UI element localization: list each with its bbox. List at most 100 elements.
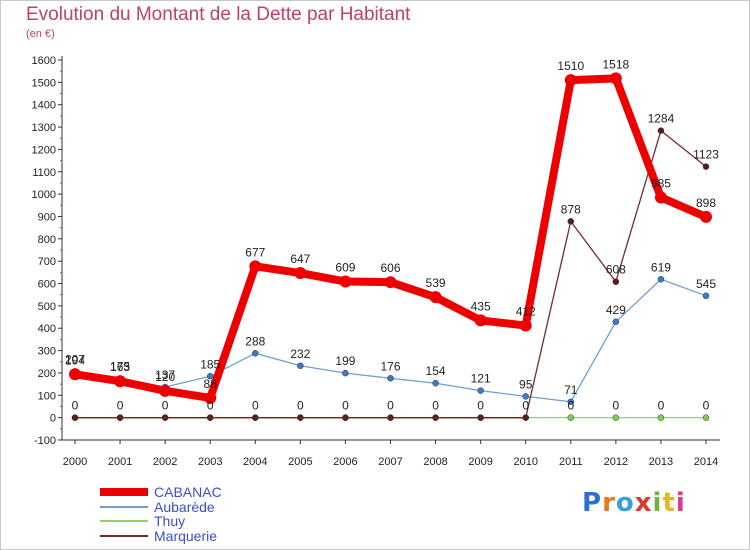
point-aubarede <box>612 318 620 326</box>
data-label-marquerie: 0 <box>162 399 169 413</box>
data-label-thuy: 0 <box>613 399 620 413</box>
point-cabanac <box>384 276 397 289</box>
data-label-cabanac: 1510 <box>557 59 584 73</box>
y-tick-label: 300 <box>38 346 56 358</box>
legend-item-thuy: Thuy <box>100 514 222 529</box>
y-tick-label: 1600 <box>32 55 56 67</box>
data-label-cabanac: 194 <box>65 353 85 367</box>
x-tick-label: 2004 <box>243 456 267 468</box>
legend-swatch-marquerie <box>100 534 148 537</box>
data-label-aubarede: 288 <box>245 334 265 348</box>
data-label-marquerie: 0 <box>387 399 394 413</box>
point-aubarede <box>342 369 349 377</box>
data-label-cabanac: 539 <box>426 276 446 290</box>
chart-unit: (en €) <box>26 28 55 40</box>
logo-letter: x <box>634 488 653 518</box>
point-marquerie <box>567 218 575 225</box>
y-tick-label: 1500 <box>32 77 56 89</box>
point-aubarede <box>522 393 529 400</box>
point-aubarede <box>432 379 439 387</box>
point-thuy <box>657 414 665 421</box>
data-label-aubarede: 199 <box>335 354 355 368</box>
data-label-marquerie: 0 <box>522 399 529 413</box>
point-cabanac <box>654 191 667 204</box>
data-label-aubarede: 137 <box>155 368 175 382</box>
point-thuy <box>702 414 710 421</box>
point-aubarede <box>206 373 214 380</box>
data-label-aubarede: 71 <box>564 383 578 397</box>
y-tick-label: 1200 <box>32 144 56 156</box>
point-aubarede <box>477 387 484 394</box>
data-label-thuy: 0 <box>567 399 574 413</box>
x-tick-label: 2010 <box>513 456 537 468</box>
y-tick-label: 600 <box>38 279 56 291</box>
data-label-marquerie: 608 <box>606 263 626 277</box>
y-tick-label: 800 <box>38 234 56 246</box>
legend-label-cabanac: CABANAC <box>154 484 222 501</box>
y-tick-label: 1000 <box>32 189 56 201</box>
point-marquerie <box>657 127 665 134</box>
data-label-aubarede: 175 <box>110 360 130 374</box>
point-cabanac <box>474 314 487 327</box>
series-layer <box>69 72 712 421</box>
point-cabanac <box>114 375 127 388</box>
axes: -100010020030040050060070080090010001100… <box>32 55 720 468</box>
data-labels: 207 175 137 185 288 232 199 176 154 121 95 71 429 619… <box>65 57 719 412</box>
data-label-marquerie: 0 <box>432 399 439 413</box>
data-label-aubarede: 95 <box>519 377 533 391</box>
data-label-aubarede: 176 <box>380 359 400 373</box>
data-label-aubarede: 429 <box>606 303 626 317</box>
y-tick-label: -100 <box>34 435 56 447</box>
data-label-aubarede: 545 <box>696 277 716 291</box>
x-tick-label: 2003 <box>198 456 222 468</box>
y-tick-label: 200 <box>38 368 56 380</box>
data-label-aubarede: 619 <box>651 260 671 274</box>
data-label-marquerie: 0 <box>477 399 484 413</box>
x-tick-label: 2011 <box>559 456 583 468</box>
point-aubarede <box>387 375 394 382</box>
logo-letter: t <box>662 488 676 518</box>
point-aubarede <box>297 362 304 370</box>
point-aubarede <box>252 350 259 357</box>
data-label-cabanac: 412 <box>516 305 536 319</box>
legend-label-marquerie: Marquerie <box>154 527 218 544</box>
logo-letter: i <box>652 488 663 518</box>
point-cabanac <box>564 74 577 87</box>
data-label-marquerie: 0 <box>207 399 214 413</box>
point-aubarede <box>567 398 575 406</box>
point-cabanac <box>159 384 172 397</box>
x-tick-label: 2005 <box>288 456 312 468</box>
y-tick-label: 1400 <box>32 100 56 112</box>
data-label-cabanac: 88 <box>204 377 218 391</box>
logo-letter: i <box>675 488 686 518</box>
legend-item-cabanac: CABANAC <box>100 485 222 500</box>
x-tick-label: 2006 <box>333 456 357 468</box>
data-label-marquerie: 0 <box>342 399 349 413</box>
point-marquerie <box>612 278 620 285</box>
point-cabanac <box>339 275 352 288</box>
data-label-cabanac: 898 <box>696 196 716 210</box>
y-tick-label: 900 <box>38 211 56 223</box>
data-label-thuy: 0 <box>703 399 710 413</box>
point-aubarede <box>657 276 665 283</box>
legend-label-aubarede: Aubarède <box>154 498 215 515</box>
data-label-marquerie: 0 <box>252 399 259 413</box>
x-tick-label: 2014 <box>694 456 718 468</box>
series-line-cabanac <box>71 74 710 402</box>
data-label-aubarede: 232 <box>290 347 310 361</box>
legend-swatch-aubarede <box>100 505 148 508</box>
y-tick-label: 0 <box>50 413 56 425</box>
legend-swatch-cabanac <box>100 488 148 497</box>
logo-letter: o <box>615 488 635 518</box>
y-tick-label: 1100 <box>32 167 56 179</box>
data-label-cabanac: 985 <box>651 176 671 190</box>
data-label-marquerie: 0 <box>72 399 79 413</box>
data-label-thuy: 0 <box>658 399 665 413</box>
data-label-marquerie: 878 <box>561 202 581 216</box>
data-label-cabanac: 677 <box>245 245 265 259</box>
point-marquerie <box>702 163 710 170</box>
x-tick-label: 2008 <box>423 456 447 468</box>
legend-swatch-thuy <box>100 520 148 523</box>
data-label-aubarede: 185 <box>200 357 220 371</box>
